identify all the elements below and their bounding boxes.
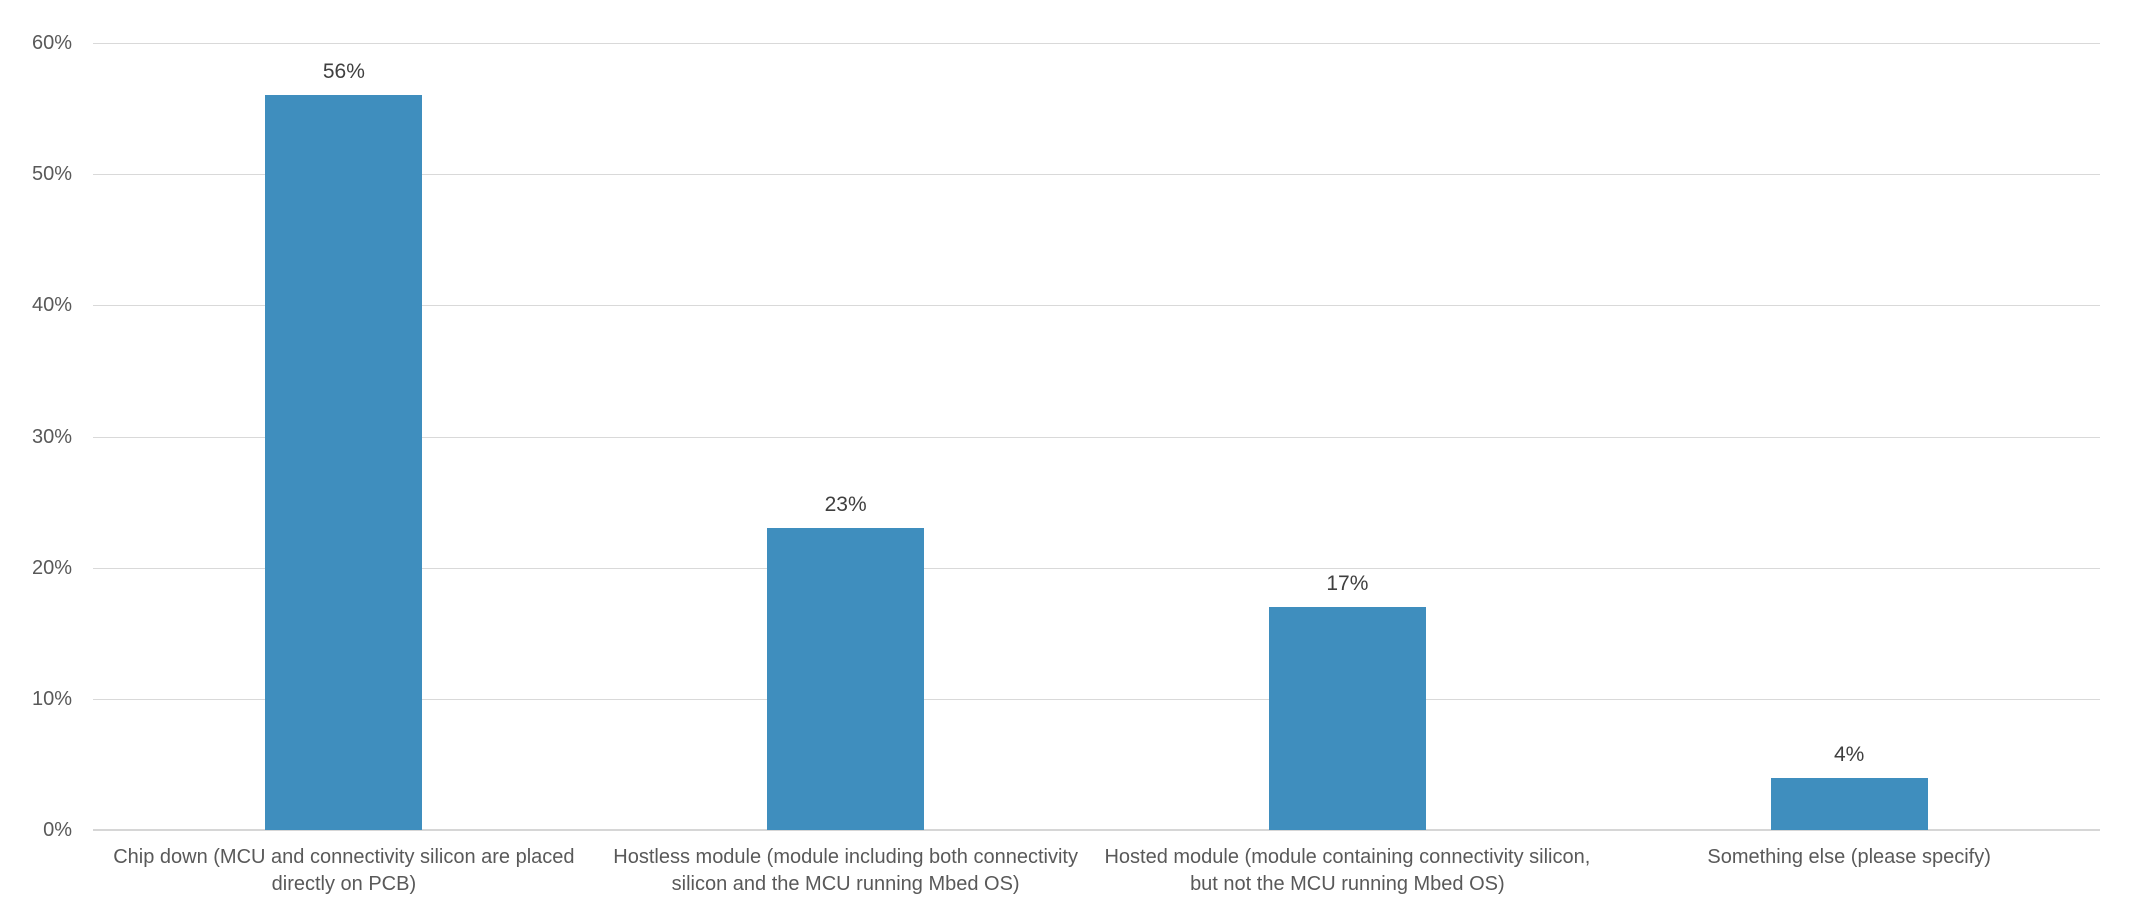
y-tick-label-40%: 40%: [31, 294, 72, 317]
bar-4: [1770, 777, 1928, 830]
bar-1: [265, 95, 423, 830]
category-label-4: Something else (please specify): [1707, 846, 1991, 868]
gridline-20%: [93, 567, 2100, 569]
y-tick-label-50%: 50%: [31, 163, 72, 186]
gridline-10%: [93, 698, 2100, 700]
y-tick-label-0%: 0%: [43, 819, 72, 841]
bar-3: [1268, 607, 1426, 830]
gridline-40%: [93, 305, 2100, 307]
data-label-4: 4%: [1833, 742, 1865, 766]
y-tick-label-10%: 10%: [31, 687, 72, 710]
y-tick-label-20%: 20%: [31, 556, 72, 579]
y-tick-label-60%: 60%: [31, 32, 72, 54]
gridline-30%: [93, 436, 2100, 438]
category-label-2: Hostless module (module including both c…: [613, 846, 1078, 895]
x-axis-line: [93, 829, 2100, 831]
category-label-3: Hosted module (module containing connect…: [1104, 846, 1591, 895]
data-label-2: 23%: [824, 493, 867, 517]
y-tick-label-30%: 30%: [31, 425, 72, 448]
data-label-1: 56%: [322, 60, 365, 84]
gridline-60%: [93, 43, 2100, 44]
data-label-3: 17%: [1326, 572, 1369, 596]
bar-2: [767, 528, 925, 830]
category-label-1: Chip down (MCU and connectivity silicon …: [113, 846, 575, 895]
gridline-50%: [93, 174, 2100, 176]
